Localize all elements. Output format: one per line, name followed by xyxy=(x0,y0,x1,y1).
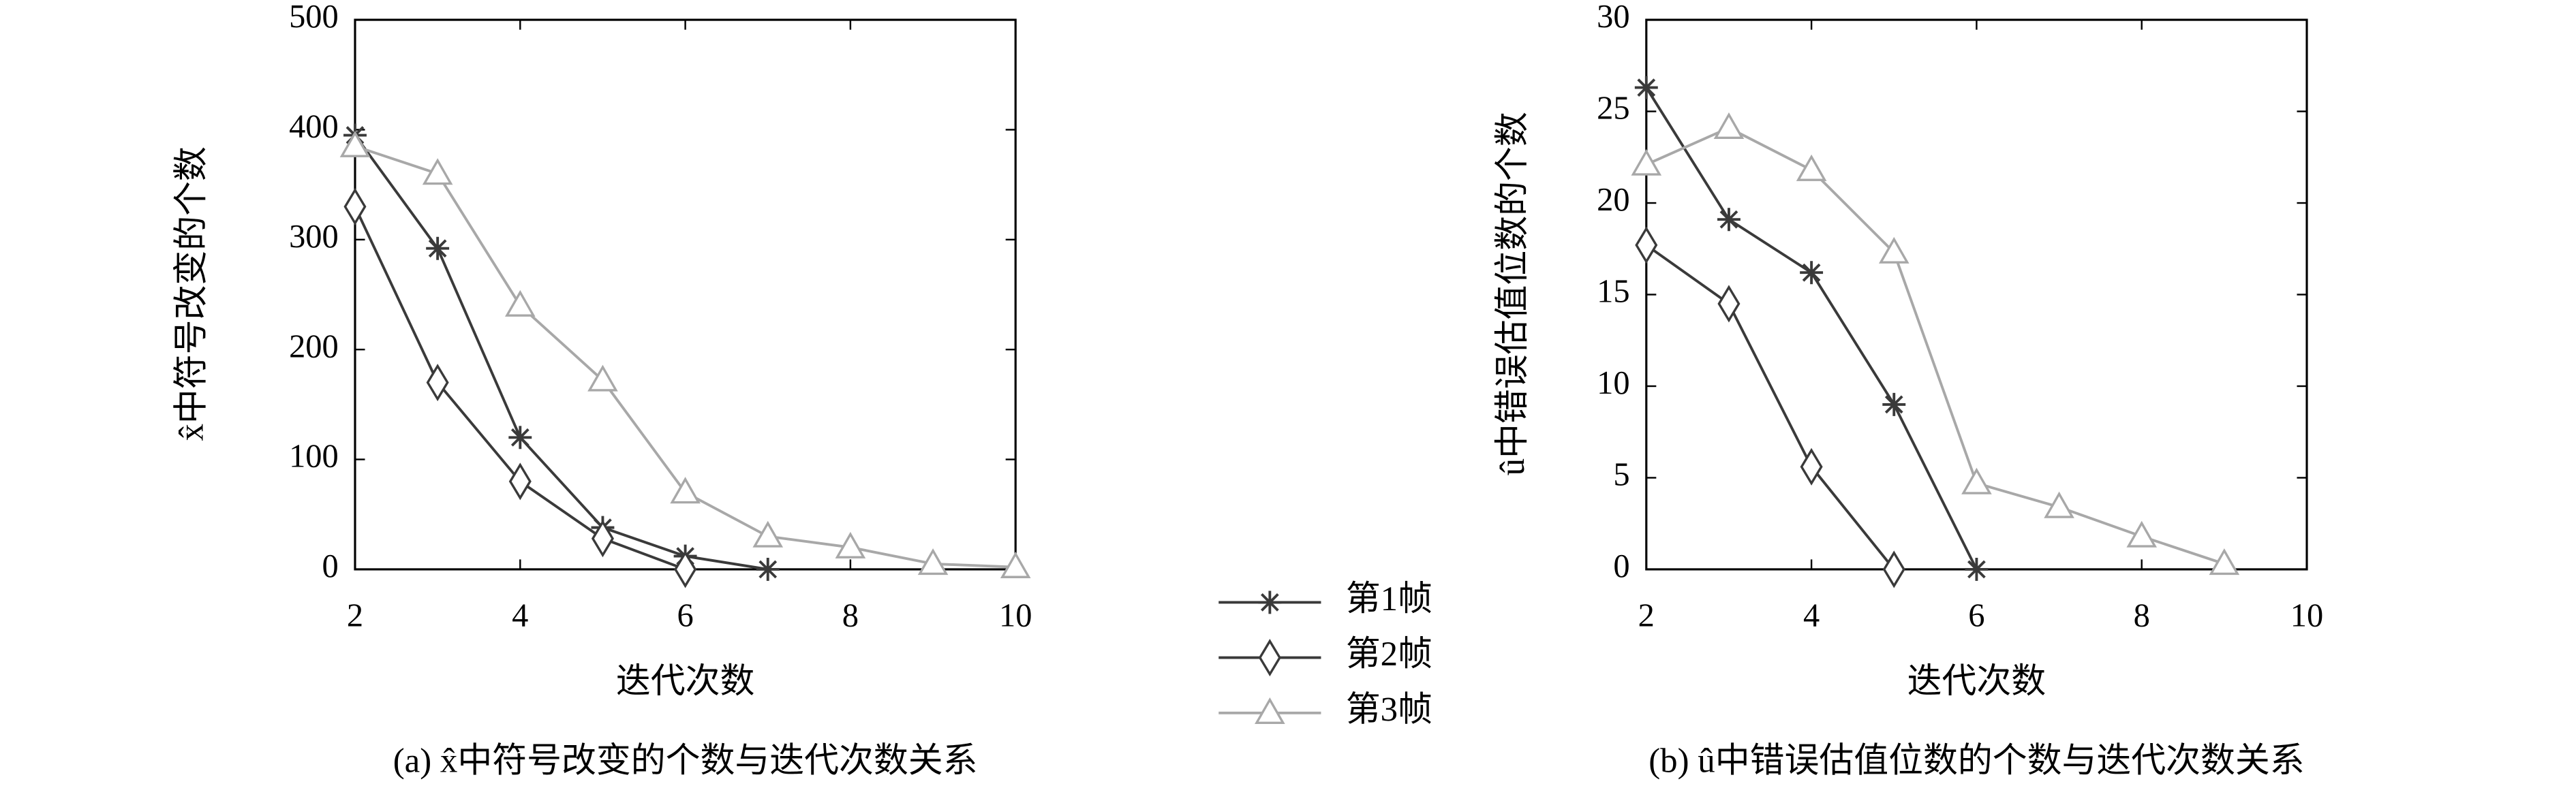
triangle-marker xyxy=(1713,112,1745,139)
caption: (a) x̂中符号改变的个数与迭代次数关系 xyxy=(393,742,978,781)
diamond-marker xyxy=(1635,226,1658,264)
triangle-marker xyxy=(504,289,536,317)
star-marker xyxy=(1882,392,1906,416)
y-tick-label: 15 xyxy=(1597,274,1629,310)
star-marker xyxy=(1965,557,1989,581)
diamond-marker xyxy=(1800,447,1823,486)
triangle-marker xyxy=(1631,148,1662,176)
x-tick-label: 6 xyxy=(677,598,693,634)
caption: (b) û中错误估值位数的个数与迭代次数关系 xyxy=(1649,742,2304,781)
star-marker xyxy=(756,557,780,581)
x-axis-label: 迭代次数 xyxy=(1907,663,2046,701)
y-tick-label: 400 xyxy=(289,109,339,145)
diamond-marker xyxy=(508,462,532,501)
y-tick-label: 0 xyxy=(1613,548,1629,584)
y-tick-label: 500 xyxy=(289,0,339,35)
diamond-marker xyxy=(591,520,614,558)
y-tick-label: 300 xyxy=(289,219,339,255)
triangle-marker xyxy=(2044,491,2074,518)
series-line xyxy=(354,134,769,571)
series-line xyxy=(354,206,686,571)
diamond-marker xyxy=(1882,550,1905,588)
triangle-marker xyxy=(1796,154,1827,181)
legend-label: 第1帧 xyxy=(1346,580,1432,618)
triangle-marker xyxy=(917,548,949,576)
series-line xyxy=(354,144,1016,569)
triangle-marker xyxy=(422,158,453,185)
x-tick-label: 8 xyxy=(842,598,859,634)
y-tick-label: 25 xyxy=(1597,91,1629,127)
x-tick-label: 2 xyxy=(347,598,363,634)
y-tick-label: 10 xyxy=(1597,365,1629,401)
y-tick-label: 100 xyxy=(289,439,339,475)
triangle-marker xyxy=(835,531,866,558)
triangle-marker xyxy=(339,130,371,157)
star-marker xyxy=(1717,208,1741,232)
y-axis-label: x̂中符号改变的个数 xyxy=(173,146,211,441)
triangle-marker xyxy=(2126,520,2158,548)
series-line xyxy=(1646,126,2225,565)
triangle-marker xyxy=(670,477,701,504)
x-tick-label: 6 xyxy=(1968,598,1984,634)
triangle-marker xyxy=(1255,697,1285,724)
star-marker xyxy=(426,236,450,260)
triangle-marker xyxy=(1878,236,1910,264)
diamond-marker xyxy=(426,364,449,402)
x-tick-label: 10 xyxy=(999,598,1032,634)
x-tick-label: 10 xyxy=(2290,598,2323,634)
x-tick-label: 2 xyxy=(1638,598,1655,634)
x-tick-label: 4 xyxy=(512,598,528,634)
legend-label: 第2帧 xyxy=(1346,635,1432,674)
star-marker xyxy=(508,426,532,450)
star-marker xyxy=(1800,261,1824,285)
diamond-marker xyxy=(674,550,697,588)
triangle-marker xyxy=(1961,467,1992,494)
y-tick-label: 5 xyxy=(1613,457,1629,493)
diamond-marker xyxy=(1258,639,1281,677)
triangle-marker xyxy=(752,520,784,548)
x-tick-label: 4 xyxy=(1803,598,1820,634)
triangle-marker xyxy=(587,364,618,392)
series-line xyxy=(1645,244,1895,571)
y-tick-label: 30 xyxy=(1597,0,1629,35)
triangle-marker xyxy=(2209,548,2240,576)
y-tick-label: 20 xyxy=(1597,182,1629,218)
y-tick-label: 0 xyxy=(322,548,339,584)
star-marker xyxy=(1258,590,1282,614)
diamond-marker xyxy=(343,187,367,225)
x-tick-label: 8 xyxy=(2134,598,2150,634)
legend-label: 第3帧 xyxy=(1346,691,1432,729)
star-marker xyxy=(1634,76,1658,99)
diamond-marker xyxy=(1717,285,1741,323)
y-axis-label: û中错误估值位数的个数 xyxy=(1494,112,1532,475)
y-tick-label: 200 xyxy=(289,328,339,364)
x-axis-label: 迭代次数 xyxy=(616,663,754,701)
triangle-marker xyxy=(1000,551,1031,578)
